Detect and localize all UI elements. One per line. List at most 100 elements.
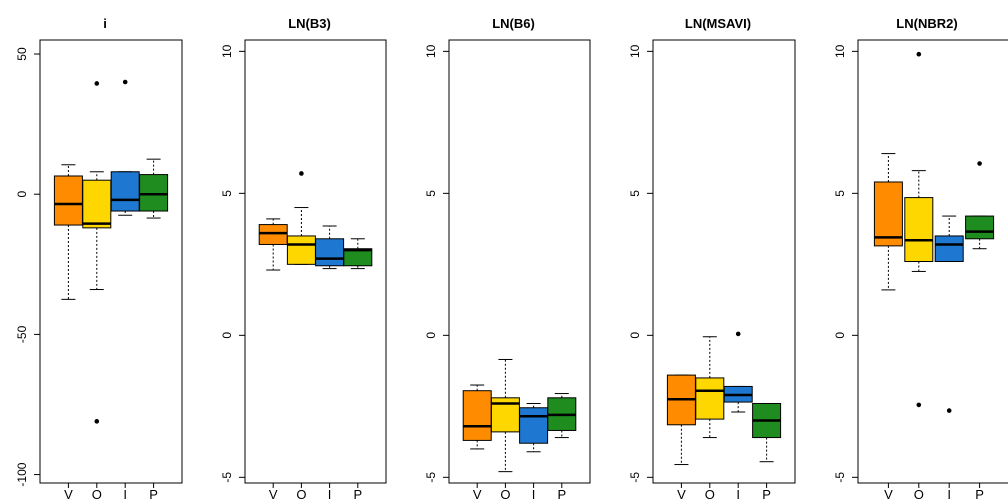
x-tick-label: O	[296, 487, 306, 499]
outlier-point	[977, 161, 982, 166]
plot-frame	[448, 39, 591, 484]
y-tick-label: -5	[628, 472, 642, 483]
box-body	[462, 390, 492, 441]
x-tick-label: O	[92, 487, 102, 499]
outlier-point	[916, 402, 922, 408]
x-tick-label: V	[677, 487, 686, 499]
box-I	[723, 331, 753, 413]
x-tick-label: P	[975, 487, 984, 499]
box-body	[519, 407, 549, 444]
panel-3: LN(B6) 10 5 0 -5 V O I P	[424, 16, 591, 499]
outlier-point	[916, 51, 922, 57]
y-tick-label: 50	[15, 47, 29, 61]
outlier-point	[946, 408, 952, 413]
x-tick-label: V	[884, 487, 893, 499]
panel-1: i 50 0 -50 -100 V O I P	[15, 16, 183, 499]
x-tick-label: P	[762, 487, 771, 499]
y-tick-label: 5	[833, 190, 847, 197]
y-tick-label: 5	[628, 190, 642, 197]
x-tick-label: O	[705, 487, 715, 499]
box-V	[666, 374, 696, 466]
box-I	[519, 402, 549, 453]
y-tick-label: -5	[424, 472, 438, 483]
x-tick-label: O	[500, 487, 510, 499]
x-tick-label: P	[557, 487, 566, 499]
box-body	[965, 215, 995, 240]
x-tick-label: V	[64, 487, 73, 499]
box-V	[258, 218, 288, 271]
y-tick-label: 0	[220, 332, 234, 339]
y-tick-label: 10	[424, 44, 438, 58]
y-tick-label: -5	[220, 472, 234, 483]
box-V	[53, 164, 83, 300]
outlier-point	[94, 81, 100, 86]
box-body	[343, 248, 373, 267]
y-tick-label: 0	[15, 191, 29, 198]
box-body	[695, 377, 725, 420]
y-tick-label: -100	[15, 462, 29, 486]
plot-frame	[244, 39, 387, 484]
x-tick-label: O	[914, 487, 924, 499]
box-body	[934, 235, 964, 262]
box-O	[82, 81, 112, 424]
box-I	[315, 225, 345, 270]
panel-title: LN(B3)	[288, 16, 331, 31]
box-P	[965, 161, 995, 250]
box-body	[82, 179, 112, 229]
y-tick-label: 0	[628, 332, 642, 339]
y-tick-label: 10	[833, 44, 847, 58]
box-body	[258, 224, 288, 245]
box-O	[490, 358, 520, 473]
box-V	[873, 153, 903, 291]
panel-4: LN(MSAVI) 10 5 0 -5 V O I P	[628, 16, 796, 499]
y-tick-label: 5	[220, 190, 234, 197]
box-body	[286, 235, 316, 265]
panel-title: LN(MSAVI)	[685, 16, 751, 31]
y-tick-label: 5	[424, 190, 438, 197]
box-body	[315, 238, 345, 267]
panel-title: i	[103, 16, 107, 31]
x-tick-label: I	[947, 487, 951, 499]
box-body	[904, 197, 934, 263]
y-tick-label: 10	[628, 44, 642, 58]
x-tick-label: P	[353, 487, 362, 499]
outlier-point	[94, 419, 100, 424]
x-tick-label: I	[736, 487, 740, 499]
x-tick-label: V	[473, 487, 482, 499]
outlier-point	[735, 331, 741, 337]
y-tick-label: 0	[424, 332, 438, 339]
x-tick-label: I	[123, 487, 127, 499]
box-P	[752, 402, 782, 463]
panel-title: LN(NBR2)	[896, 16, 957, 31]
x-tick-label: P	[149, 487, 158, 499]
x-tick-label: I	[328, 487, 332, 499]
box-O	[904, 51, 934, 408]
x-tick-label: I	[532, 487, 536, 499]
box-O	[286, 171, 316, 265]
box-body	[139, 174, 169, 212]
y-tick-label: 10	[220, 44, 234, 58]
box-P	[139, 158, 169, 219]
box-P	[343, 238, 373, 270]
panel-5: LN(NBR2) 10 5 0 -5 V O I P	[833, 16, 1008, 499]
box-body	[53, 175, 83, 226]
outlier-point	[299, 171, 304, 176]
x-tick-label: V	[269, 487, 278, 499]
plot-frame	[857, 39, 1008, 484]
y-tick-label: 0	[833, 332, 847, 339]
panel-title: LN(B6)	[492, 16, 535, 31]
box-body	[110, 171, 140, 212]
y-tick-label: -5	[833, 472, 847, 483]
box-P	[547, 393, 577, 439]
outlier-point	[122, 79, 128, 85]
box-I	[934, 215, 964, 413]
plot-frame	[652, 39, 796, 484]
y-tick-label: -50	[15, 325, 29, 343]
box-I	[110, 79, 140, 216]
box-O	[695, 336, 725, 439]
panel-2: LN(B3) 10 5 0 -5 V O I P	[220, 16, 387, 499]
box-body	[873, 181, 903, 247]
box-V	[462, 384, 492, 450]
plot-frame	[39, 39, 183, 484]
